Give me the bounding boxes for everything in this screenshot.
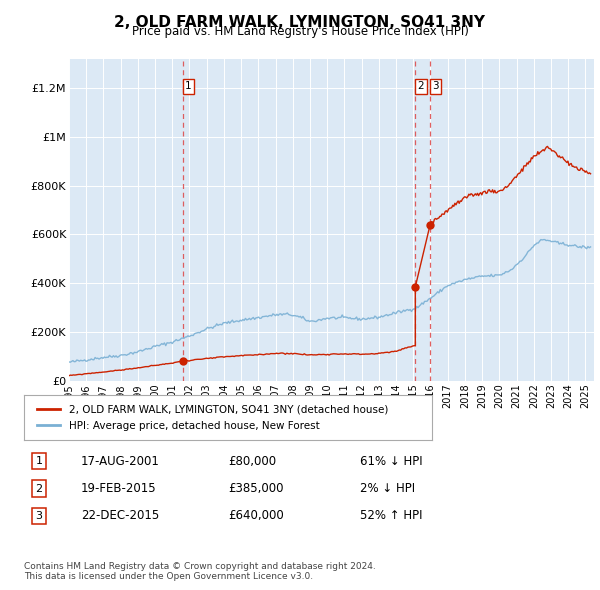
Text: 2, OLD FARM WALK, LYMINGTON, SO41 3NY: 2, OLD FARM WALK, LYMINGTON, SO41 3NY xyxy=(115,15,485,30)
Text: 19-FEB-2015: 19-FEB-2015 xyxy=(81,482,157,495)
Text: £80,000: £80,000 xyxy=(228,455,276,468)
Text: 22-DEC-2015: 22-DEC-2015 xyxy=(81,509,159,522)
Text: 61% ↓ HPI: 61% ↓ HPI xyxy=(360,455,422,468)
Legend: 2, OLD FARM WALK, LYMINGTON, SO41 3NY (detached house), HPI: Average price, deta: 2, OLD FARM WALK, LYMINGTON, SO41 3NY (d… xyxy=(33,400,392,435)
Text: Price paid vs. HM Land Registry's House Price Index (HPI): Price paid vs. HM Land Registry's House … xyxy=(131,25,469,38)
Text: 1: 1 xyxy=(185,81,192,91)
Text: £640,000: £640,000 xyxy=(228,509,284,522)
Text: 2: 2 xyxy=(35,484,43,493)
Text: 2% ↓ HPI: 2% ↓ HPI xyxy=(360,482,415,495)
Text: Contains HM Land Registry data © Crown copyright and database right 2024.
This d: Contains HM Land Registry data © Crown c… xyxy=(24,562,376,581)
Text: 3: 3 xyxy=(35,511,43,520)
Text: 2: 2 xyxy=(418,81,424,91)
Text: £385,000: £385,000 xyxy=(228,482,284,495)
Text: 52% ↑ HPI: 52% ↑ HPI xyxy=(360,509,422,522)
Text: 3: 3 xyxy=(432,81,439,91)
Text: 17-AUG-2001: 17-AUG-2001 xyxy=(81,455,160,468)
Text: 1: 1 xyxy=(35,457,43,466)
